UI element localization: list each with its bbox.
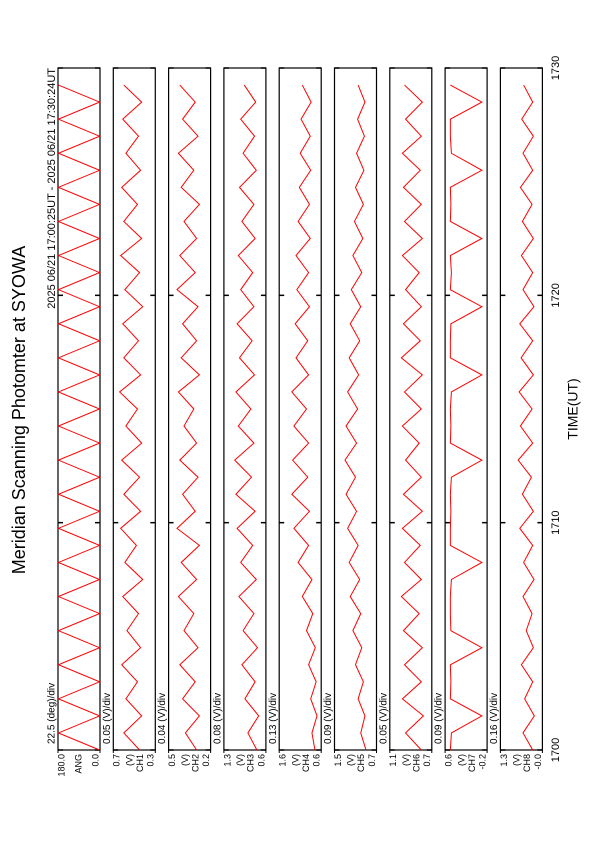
panel-frame	[499, 67, 543, 751]
y-unit: (V)	[401, 754, 411, 766]
y-tick-label: 1.6	[278, 754, 288, 767]
signal-line	[449, 84, 483, 751]
x-tick-label: 1710	[550, 510, 562, 534]
y-unit: (V)	[180, 754, 190, 766]
y-tick-label: 0.0	[90, 754, 100, 767]
y-tick-label: 180.0	[56, 754, 66, 777]
y-tick-label: 0.5	[167, 754, 177, 767]
y-tick-label: -0.2	[477, 754, 487, 770]
scale-label: 0.08 (V)/div	[213, 693, 224, 744]
y-unit: (V)	[290, 754, 300, 766]
y-unit: (V)	[456, 754, 466, 766]
signal-line	[400, 84, 425, 751]
time-range: 2025 06/21 17:00:25UT - 2025 06/21 17:30…	[46, 68, 58, 309]
signal-line	[176, 84, 201, 751]
y-tick-label: 0.6	[256, 754, 266, 767]
signal-line	[344, 84, 367, 751]
y-unit: (V)	[235, 754, 245, 766]
scale-label: 0.16 (V)/div	[489, 693, 500, 744]
signal-line	[291, 84, 318, 751]
scale-label: 22.5 (deg)/div	[47, 683, 58, 744]
y-tick-label: 0.6	[443, 754, 453, 767]
panel-frame	[223, 67, 267, 751]
y-tick-label: 1.5	[333, 754, 343, 767]
panel-frame	[112, 67, 156, 751]
y-unit: (V)	[512, 754, 522, 766]
panel-frame	[333, 67, 378, 751]
rotated-plot: Meridian Scanning Photomter at SYOWA 202…	[9, 56, 581, 777]
scale-label: 0.09 (V)/div	[434, 693, 445, 744]
panel-frame	[57, 67, 101, 751]
scale-label: 0.05 (V)/div	[102, 693, 113, 744]
signal-line	[517, 84, 535, 751]
x-tick-label: 1720	[550, 283, 562, 307]
scale-label: 0.05 (V)/div	[378, 693, 389, 744]
scale-label: 0.04 (V)/div	[157, 693, 168, 744]
y-label: CH7	[467, 754, 477, 772]
y-tick-label: 0.7	[112, 754, 122, 767]
scale-label: 0.13 (V)/div	[268, 693, 279, 744]
y-label: CH1	[135, 754, 145, 772]
x-tick-label: 1730	[550, 56, 562, 80]
signal-line	[233, 84, 260, 751]
y-label: CH3	[246, 754, 256, 772]
y-tick-label: 0.2	[201, 754, 211, 767]
y-unit: (V)	[124, 754, 134, 766]
signal-line	[57, 84, 101, 751]
y-tick-label: 0.6	[312, 754, 322, 767]
y-tick-label: -0.0	[533, 754, 543, 770]
y-label: CH2	[190, 754, 200, 772]
y-tick-label: 1.3	[222, 754, 232, 767]
y-tick-label: 0.3	[146, 754, 156, 767]
y-tick-label: 0.7	[422, 754, 432, 767]
y-label: CH4	[301, 754, 311, 772]
x-tick-label: 1700	[550, 738, 562, 762]
panel-frame	[168, 67, 212, 751]
y-unit: (V)	[346, 754, 356, 766]
panel-frame	[278, 67, 322, 751]
y-tick-label: 1.3	[499, 754, 509, 767]
x-axis-label: TIME(UT)	[565, 378, 581, 439]
panel-frame	[444, 67, 488, 751]
signal-line	[118, 84, 144, 751]
chart-title: Meridian Scanning Photomter at SYOWA	[9, 246, 29, 574]
y-tick-label: 1.1	[388, 754, 398, 767]
y-label: CH8	[522, 754, 532, 772]
y-tick-label: 0.7	[367, 754, 377, 767]
scale-label: 0.09 (V)/div	[323, 693, 334, 744]
y-label: CH5	[356, 754, 366, 772]
y-label: CH6	[411, 754, 421, 772]
panel-frame	[389, 67, 433, 751]
y-label: ANG	[73, 754, 83, 774]
